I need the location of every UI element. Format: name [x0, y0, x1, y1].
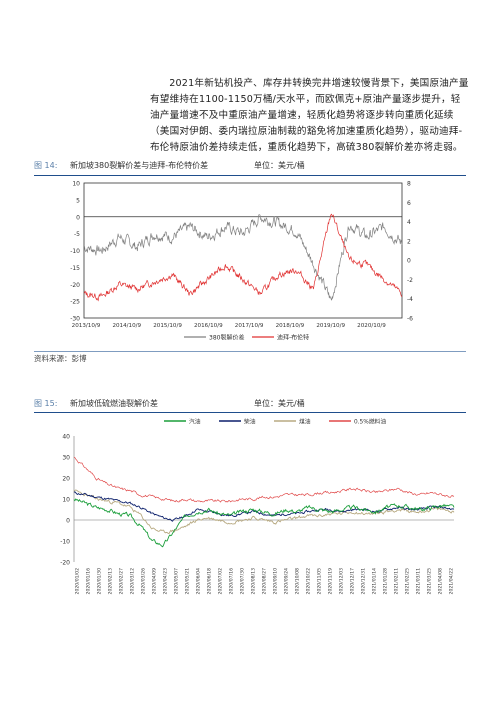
x-axis-tick-label: 2021/03/25 [427, 568, 433, 595]
figure-14-top-rule [34, 175, 466, 176]
x-axis-tick-label: 2020/11/19 [328, 568, 334, 595]
y-axis-tick-label: 40 [62, 434, 70, 441]
x-axis-tick-label: 2020/10/9 [357, 323, 386, 329]
x-axis-tick-label: 2020/03/26 [141, 568, 147, 595]
legend-label-dubai-brent: 迪拜-布伦特 [277, 334, 309, 342]
x-axis-tick-label: 2018/10/9 [276, 323, 305, 329]
figure-15-chart: 汽油 柴油 煤油 0.5%燃料油 40 30 20 10 0 -10 -20 2020/01/02 20… [60, 418, 455, 595]
x-axis-tick-label: 2019/10/9 [316, 323, 345, 329]
left-axis-tick-label: 5 [76, 197, 80, 204]
x-axis-tick-label: 2020/07/16 [229, 568, 235, 595]
x-axis-tick-label: 2021/01/28 [383, 568, 389, 595]
figure-14-header: 图 14: 新加坡380裂解价差与迪拜-布伦特价差 单位：美元/桶 [34, 160, 466, 174]
x-axis-tick-label: 2020/09/24 [284, 568, 290, 595]
x-axis-tick-label: 2020/04/09 [152, 568, 158, 595]
figure-15-top-rule [34, 412, 466, 413]
x-axis-tick-label: 2020/08/27 [262, 568, 268, 595]
series-diesel-line [73, 491, 455, 522]
x-axis-tick-label: 2020/03/12 [130, 568, 136, 595]
x-axis-tick-label: 2020/11/05 [317, 568, 323, 595]
series-gasoline-line [73, 498, 455, 548]
x-axis-tick-label: 2020/09/10 [273, 568, 279, 595]
x-axis-tick-label: 2016/10/9 [194, 323, 223, 329]
x-axis-tick-label: 2020/05/07 [174, 568, 180, 595]
x-axis-tick-label: 2020/04/23 [163, 568, 169, 595]
figure-15-number: 图 15: [34, 399, 58, 408]
y-axis-tick-label: 10 [62, 497, 70, 504]
x-axis-tick-label: 2017/10/9 [235, 323, 264, 329]
series-dubai-brent-line [83, 213, 403, 302]
x-axis-tick-label: 2014/10/9 [112, 323, 141, 329]
x-axis-tick-label: 2021/02/11 [394, 568, 400, 595]
left-axis-tick-label: 0 [76, 214, 80, 221]
x-axis-tick-label: 2020/12/17 [350, 568, 356, 595]
y-axis-tick-label: 0 [66, 518, 70, 525]
right-axis-tick-label: -4 [407, 296, 413, 303]
x-axis-tick-label: 2021/01/14 [372, 568, 378, 595]
right-axis-tick-label: 2 [407, 238, 411, 245]
y-axis-tick-label: 30 [62, 455, 70, 462]
legend-label-2: 煤油 [299, 418, 311, 426]
x-axis-tick-label: 2020/10/22 [306, 568, 312, 595]
right-axis-tick-label: -2 [407, 277, 413, 284]
x-axis-tick-label: 2020/01/02 [75, 568, 81, 595]
x-axis-tick-label: 2020/06/18 [207, 568, 213, 595]
series-lsfo-line [73, 456, 455, 503]
x-axis-tick-label: 2021/04/08 [438, 568, 444, 595]
figure-15-unit: 单位：美元/桶 [254, 399, 305, 408]
x-axis-tick-label: 2020/07/02 [218, 568, 224, 595]
paragraph-text: 2021年新钻机投产、库存井转换完井增速较慢背景下，美国原油产量有望维持在110… [150, 78, 469, 153]
left-axis-tick-label: -20 [70, 282, 80, 289]
plot-frame [83, 182, 403, 319]
legend-label-380: 380裂解价差 [209, 334, 244, 342]
figure-14-unit: 单位：美元/桶 [254, 161, 305, 170]
left-axis-tick-label: 10 [72, 181, 80, 188]
x-axis-tick-label: 2020/07/30 [240, 568, 246, 595]
x-axis-tick-label: 2020/02/13 [108, 568, 114, 595]
x-axis-tick-label: 2020/01/16 [86, 568, 92, 595]
figure-14-title: 新加坡380裂解价差与迪拜-布伦特价差 [69, 161, 209, 170]
series-380-crack-line [83, 214, 403, 301]
x-axis-tick-label: 2020/01/30 [97, 568, 103, 595]
legend-label-1: 柴油 [244, 418, 256, 426]
right-axis-tick-label: 6 [407, 200, 411, 207]
right-axis-tick-label: 0 [407, 258, 411, 265]
x-axis-tick-label: 2021/04/22 [449, 568, 455, 595]
x-axis-tick-label: 2020/10/08 [295, 568, 301, 595]
body-paragraph: 2021年新钻机投产、库存井转换完井增速较慢背景下，美国原油产量有望维持在110… [150, 76, 470, 156]
x-axis-tick-label: 2020/12/31 [361, 568, 367, 595]
figure-15-title: 新加坡低硫燃油裂解价差 [69, 399, 158, 408]
x-axis-tick-label: 2021/03/11 [416, 568, 422, 595]
y-axis-tick-label: -10 [60, 539, 70, 546]
left-axis-tick-label: -15 [70, 265, 80, 272]
x-axis-tick-label: 2013/10/9 [72, 323, 101, 329]
y-axis-tick-label: -20 [60, 560, 70, 567]
left-axis-tick-label: -10 [70, 248, 80, 255]
left-axis-tick-label: -30 [70, 316, 80, 323]
left-axis-tick-label: -5 [74, 231, 80, 238]
figure-14-number: 图 14: [34, 161, 58, 170]
right-axis-tick-label: 8 [407, 181, 411, 188]
legend-label-0: 汽油 [189, 418, 201, 426]
right-axis-tick-label: -6 [407, 316, 413, 323]
x-axis-tick-label: 2020/12/03 [339, 568, 345, 595]
x-axis-tick-label: 2020/05/21 [185, 568, 191, 595]
figure-15-header: 图 15: 新加坡低硫燃油裂解价差 单位：美元/桶 [34, 398, 466, 412]
x-axis-tick-label: 2021/02/25 [405, 568, 411, 595]
x-axis-tick-label: 2020/02/27 [119, 568, 125, 595]
x-axis-tick-label: 2015/10/9 [153, 323, 182, 329]
right-axis-tick-label: 4 [407, 219, 411, 226]
left-axis-tick-label: -25 [70, 299, 80, 306]
y-axis-tick-label: 20 [62, 476, 70, 483]
x-axis-tick-label: 2020/06/04 [196, 568, 202, 595]
figure-14-source: 资料来源：彭博 [34, 354, 87, 363]
legend-label-3: 0.5%燃料油 [354, 418, 386, 426]
figure-14-bottom-rule [34, 351, 466, 352]
x-axis-tick-label: 2020/08/13 [251, 568, 257, 595]
series-kerosene-line [73, 489, 455, 535]
figure-14-chart: 10 5 0 -5 -10 -15 -20 -25 -30 8 6 4 2 0 -2 -4 -6 2013/10/… [70, 181, 413, 342]
